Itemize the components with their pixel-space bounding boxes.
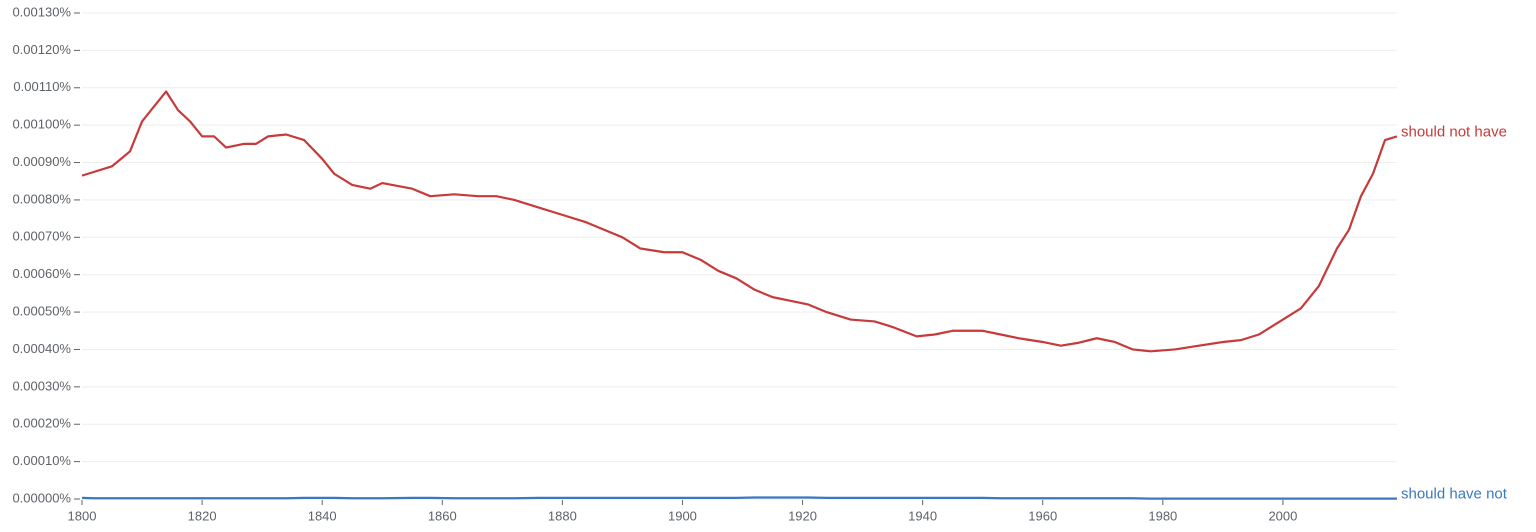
x-tick-label: 1860 <box>428 508 457 523</box>
x-tick-label: 1840 <box>308 508 337 523</box>
y-tick-label: 0.00120% <box>12 42 71 57</box>
x-tick-label: 2000 <box>1268 508 1297 523</box>
x-tick-label: 1820 <box>188 508 217 523</box>
series-line <box>81 496 1397 500</box>
y-tick-label: 0.00010% <box>12 453 71 468</box>
y-tick-label: 0.00080% <box>12 191 71 206</box>
y-tick-label: 0.00020% <box>12 416 71 431</box>
series-line <box>81 90 1398 353</box>
x-tick-label: 1940 <box>908 508 937 523</box>
y-tick-label: 0.00060% <box>12 266 71 281</box>
y-tick-label: 0.00110% <box>13 79 71 94</box>
x-tick-label: 1920 <box>788 508 817 523</box>
y-tick-label: 0.00030% <box>12 378 71 393</box>
x-tick-label: 1880 <box>548 508 577 523</box>
y-tick-label: 0.00090% <box>12 154 71 169</box>
y-tick-label: 0.00100% <box>12 117 71 132</box>
y-tick-label: 0.00070% <box>12 229 71 244</box>
series-label: should not have <box>1401 123 1507 140</box>
y-tick-label: 0.00130% <box>12 4 71 19</box>
y-tick-label: 0.00000% <box>12 490 71 505</box>
y-tick-label: 0.00050% <box>12 304 71 319</box>
x-tick-label: 1980 <box>1148 508 1177 523</box>
series-label: should have not <box>1401 486 1508 503</box>
x-tick-label: 1900 <box>668 508 697 523</box>
x-tick-label: 1960 <box>1028 508 1057 523</box>
y-tick-label: 0.00040% <box>12 341 71 356</box>
x-tick-label: 1800 <box>68 508 97 523</box>
